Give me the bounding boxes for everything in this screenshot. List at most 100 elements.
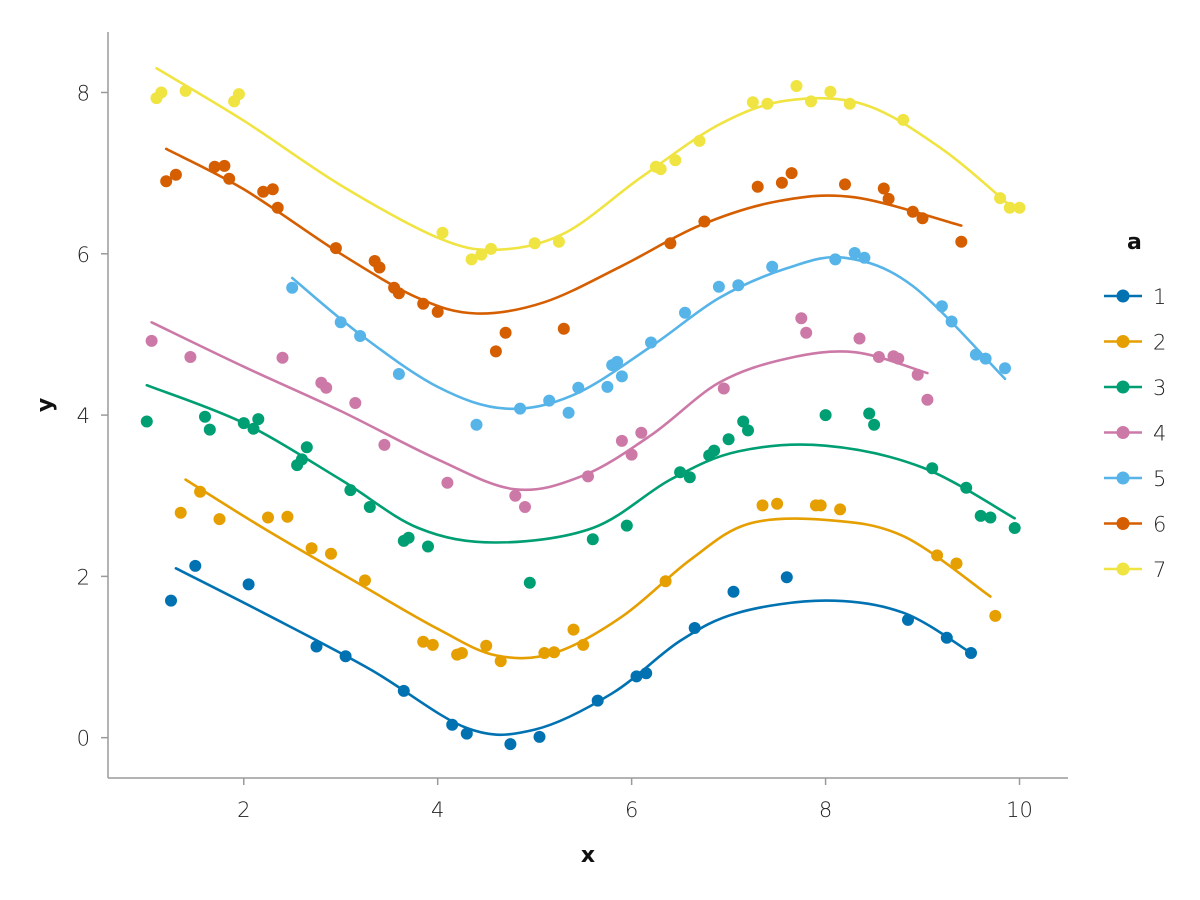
point-series-4	[892, 352, 905, 365]
point-series-2	[950, 557, 963, 570]
fit-curve-series-5	[290, 255, 1007, 411]
point-series-4	[717, 382, 730, 395]
point-series-4	[378, 438, 391, 451]
point-series-2	[931, 549, 944, 562]
point-series-3	[203, 423, 216, 436]
point-series-5	[514, 402, 527, 415]
point-series-6	[664, 237, 677, 250]
point-series-1	[640, 667, 653, 680]
legend-marker-4	[1116, 426, 1130, 439]
y-tick-label: 2	[77, 565, 90, 589]
point-series-7	[790, 80, 803, 92]
x-tick-label: 8	[819, 798, 832, 822]
point-series-2	[174, 506, 187, 519]
point-series-1	[940, 631, 953, 644]
point-series-4	[872, 351, 885, 363]
point-series-2	[494, 655, 507, 668]
point-series-2	[756, 499, 769, 512]
point-series-2	[426, 638, 439, 651]
point-series-6	[906, 205, 919, 218]
point-series-6	[160, 175, 173, 188]
point-series-1	[688, 622, 701, 634]
point-series-3	[344, 484, 357, 497]
point-series-7	[693, 134, 706, 147]
point-series-5	[334, 316, 347, 329]
point-series-3	[199, 410, 211, 423]
point-series-2	[834, 503, 847, 516]
point-series-5	[615, 370, 628, 383]
point-series-6	[392, 287, 405, 300]
point-series-6	[955, 235, 968, 248]
point-series-1	[339, 650, 352, 663]
point-series-6	[208, 160, 221, 173]
point-series-2	[577, 638, 590, 651]
legend-label-6: 6	[1153, 513, 1166, 537]
point-series-3	[974, 509, 987, 522]
point-series-4	[800, 326, 813, 339]
point-series-4	[911, 368, 924, 381]
point-series-4	[615, 434, 628, 447]
point-series-2	[814, 499, 827, 512]
point-series-6	[877, 182, 890, 195]
point-series-3	[363, 501, 376, 513]
legend-label-7: 7	[1153, 558, 1166, 582]
fit-curves	[145, 67, 1016, 737]
point-series-7	[746, 96, 759, 109]
point-series-4	[349, 397, 362, 409]
y-tick-label: 4	[77, 404, 90, 428]
point-series-1	[165, 594, 177, 607]
point-series-4	[635, 426, 648, 439]
point-series-4	[184, 351, 197, 363]
point-series-7	[824, 85, 837, 98]
legend-marker-2	[1116, 335, 1130, 348]
point-series-2	[480, 639, 493, 652]
point-series-4	[320, 381, 333, 394]
point-series-6	[839, 178, 851, 191]
x-tick-label: 10	[1006, 798, 1033, 822]
legend-marker-3	[1116, 380, 1130, 394]
point-series-6	[329, 242, 342, 255]
fit-curve-series-1	[174, 567, 973, 737]
point-series-7	[179, 84, 192, 97]
point-series-2	[213, 513, 226, 526]
point-series-6	[266, 183, 279, 196]
point-series-6	[257, 185, 270, 198]
point-series-3	[586, 533, 599, 546]
point-series-6	[557, 322, 570, 335]
x-tick-label: 2	[237, 798, 250, 822]
point-series-5	[969, 348, 982, 361]
point-series-7	[485, 242, 497, 255]
legend-label-1: 1	[1153, 285, 1166, 309]
fit-curve-series-7	[155, 67, 1012, 252]
point-series-1	[727, 585, 740, 598]
fit-curve-series-6	[164, 147, 963, 315]
point-series-3	[237, 417, 250, 430]
point-series-2	[771, 497, 784, 510]
point-series-7	[528, 237, 541, 250]
point-series-1	[310, 640, 323, 653]
point-series-5	[766, 260, 779, 273]
y-tick-label: 8	[77, 81, 90, 105]
point-series-5	[543, 394, 556, 407]
point-series-3	[422, 540, 434, 553]
point-series-2	[567, 623, 580, 636]
point-series-7	[436, 226, 449, 239]
point-series-5	[470, 418, 483, 431]
point-series-3	[722, 433, 735, 446]
point-series-2	[548, 646, 561, 659]
point-series-6	[431, 305, 444, 318]
point-series-6	[882, 192, 895, 205]
point-series-6	[499, 326, 512, 339]
x-tick-label: 4	[431, 798, 444, 822]
x-axis-title: x	[581, 843, 595, 868]
point-series-6	[775, 176, 788, 189]
point-series-4	[795, 312, 808, 325]
point-series-5	[679, 306, 691, 319]
point-series-6	[698, 215, 711, 228]
point-series-7	[475, 248, 488, 261]
point-series-3	[708, 444, 721, 457]
point-series-1	[397, 684, 410, 697]
point-series-1	[460, 727, 473, 740]
point-series-7	[843, 97, 856, 110]
legend-label-5: 5	[1153, 467, 1166, 491]
